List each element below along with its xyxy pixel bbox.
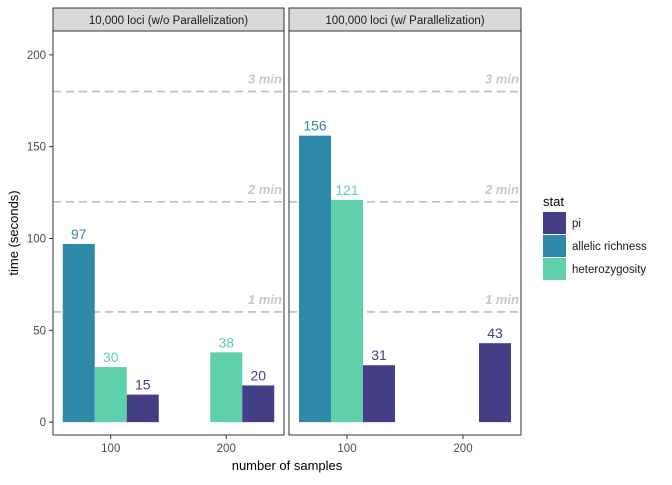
panel-title: 100,000 loci (w/ Parallelization) bbox=[325, 15, 484, 27]
bar-heterozygosity bbox=[210, 352, 243, 423]
legend-label: allelic richness bbox=[572, 241, 647, 253]
data-label: 31 bbox=[371, 347, 387, 363]
data-label: 43 bbox=[487, 325, 503, 341]
legend-key bbox=[543, 235, 566, 257]
legend-key bbox=[543, 258, 566, 280]
data-label: 15 bbox=[135, 377, 151, 393]
reference-line-label: 3 min bbox=[485, 72, 519, 87]
bar-pi bbox=[126, 394, 159, 423]
reference-line-label: 1 min bbox=[248, 292, 282, 307]
panels: 10,000 loci (w/o Parallelization) 1 min 2 … bbox=[52, 7, 522, 455]
y-tick-label: 200 bbox=[27, 50, 46, 62]
data-label: 121 bbox=[335, 182, 359, 198]
panel-border bbox=[52, 30, 285, 436]
bar-allelic-richness bbox=[299, 135, 331, 423]
y-tick-label: 100 bbox=[27, 234, 46, 246]
y-axis-title: time (seconds) bbox=[6, 190, 21, 275]
bar-allelic-richness bbox=[62, 244, 95, 423]
y-tick-label: 0 bbox=[40, 417, 46, 429]
legend-label: pi bbox=[572, 218, 581, 230]
legend-label: heterozygosity bbox=[572, 264, 646, 276]
data-label: 20 bbox=[250, 367, 266, 383]
bar-heterozygosity bbox=[94, 367, 127, 423]
bar-pi bbox=[363, 365, 395, 423]
bar-pi bbox=[242, 385, 275, 423]
reference-line-label: 3 min bbox=[248, 72, 282, 87]
bar-pi bbox=[479, 343, 511, 423]
reference-line-label: 1 min bbox=[485, 292, 519, 307]
x-tick-label: 200 bbox=[217, 443, 236, 455]
x-tick-label: 100 bbox=[337, 443, 356, 455]
data-label: 156 bbox=[303, 118, 327, 134]
y-tick-label: 50 bbox=[33, 325, 46, 337]
data-label: 38 bbox=[218, 334, 234, 350]
reference-line-label: 2 min bbox=[484, 182, 519, 197]
panel-border bbox=[288, 30, 522, 436]
data-label: 97 bbox=[71, 226, 87, 242]
y-axis: 0 50 100 150 200 bbox=[27, 50, 53, 429]
data-label: 30 bbox=[103, 349, 119, 365]
x-axis-title: number of samples bbox=[232, 458, 343, 473]
x-tick-label: 200 bbox=[453, 443, 472, 455]
x-tick-label: 100 bbox=[101, 443, 120, 455]
bar-heterozygosity bbox=[331, 199, 363, 423]
panel-2: 100,000 loci (w/ Parallelization) 1 min 2 … bbox=[288, 7, 522, 455]
panel-1: 10,000 loci (w/o Parallelization) 1 min 2 … bbox=[52, 7, 285, 455]
panel-title: 10,000 loci (w/o Parallelization) bbox=[89, 15, 248, 27]
reference-line-label: 2 min bbox=[247, 182, 282, 197]
y-tick-label: 150 bbox=[27, 142, 46, 154]
legend-title: stat bbox=[543, 194, 564, 209]
legend-key bbox=[543, 212, 566, 234]
